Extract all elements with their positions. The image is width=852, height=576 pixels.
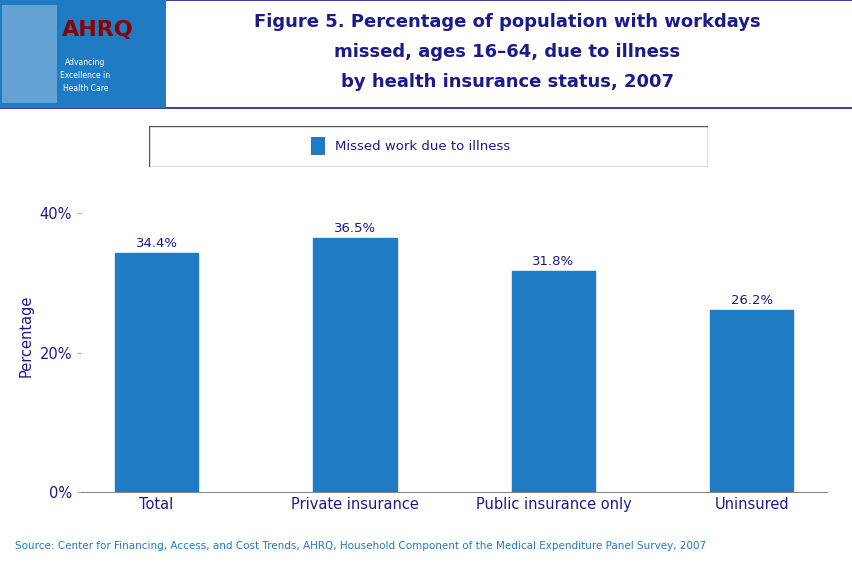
Bar	[710, 310, 792, 492]
Bar	[115, 252, 198, 492]
Text: 36.5%: 36.5%	[334, 222, 376, 235]
Text: by health insurance status, 2007: by health insurance status, 2007	[341, 73, 673, 92]
Text: 34.4%: 34.4%	[135, 237, 177, 250]
Bar	[313, 238, 396, 492]
Y-axis label: Percentage: Percentage	[19, 294, 34, 377]
Text: AHRQ: AHRQ	[62, 20, 134, 40]
Text: 31.8%: 31.8%	[532, 255, 573, 268]
Bar	[511, 271, 595, 492]
Text: Excellence in: Excellence in	[60, 71, 110, 80]
Text: Health Care: Health Care	[62, 84, 108, 93]
Text: 26.2%: 26.2%	[730, 294, 772, 307]
Bar	[0, 0, 166, 108]
Text: Advancing: Advancing	[65, 58, 106, 67]
Bar	[2, 5, 57, 103]
Bar	[311, 137, 325, 156]
Text: Missed work due to illness: Missed work due to illness	[334, 140, 509, 153]
Text: Source: Center for Financing, Access, and Cost Trends, AHRQ, Household Component: Source: Center for Financing, Access, an…	[15, 541, 705, 551]
Text: missed, ages 16–64, due to illness: missed, ages 16–64, due to illness	[334, 43, 680, 61]
Text: Figure 5. Percentage of population with workdays: Figure 5. Percentage of population with …	[254, 13, 760, 31]
